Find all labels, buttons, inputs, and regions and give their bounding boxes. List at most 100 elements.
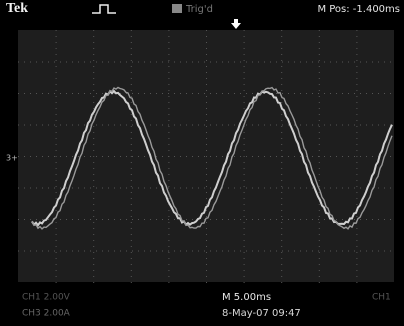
grid-dot: [319, 54, 320, 55]
grid-dot: [156, 62, 157, 63]
grid-dot: [319, 60, 320, 61]
grid-dot: [264, 125, 265, 126]
grid-dot: [168, 258, 169, 259]
grid-dot: [56, 150, 57, 151]
grid-dot: [96, 219, 97, 220]
grid-dot: [48, 156, 49, 157]
grid-dot: [174, 62, 175, 63]
grid-dot: [30, 219, 31, 220]
grid-dot: [348, 62, 349, 63]
grid-dot: [60, 188, 61, 189]
grid-dot: [93, 180, 94, 181]
grid-dot: [93, 222, 94, 223]
grid-dot: [384, 219, 385, 220]
grid-dot: [210, 156, 211, 157]
grid-dot: [168, 264, 169, 265]
grid-dot: [319, 96, 320, 97]
grid-dot: [206, 222, 207, 223]
grid-dot: [281, 222, 282, 223]
grid-dot: [131, 210, 132, 211]
grid-dot: [56, 138, 57, 139]
grid-dot: [354, 219, 355, 220]
grid-dot: [330, 188, 331, 189]
grid-dot: [174, 93, 175, 94]
grid-dot: [168, 36, 169, 37]
grid-dot: [356, 252, 357, 253]
grid-dot: [174, 251, 175, 252]
grid-dot: [54, 62, 55, 63]
grid-dot: [378, 62, 379, 63]
grid-dot: [281, 78, 282, 79]
grid-dot: [264, 219, 265, 220]
grid-dot: [244, 150, 245, 151]
grid-dot: [360, 188, 361, 189]
grid-dot: [234, 156, 235, 157]
grid-dot: [131, 246, 132, 247]
grid-dot: [319, 264, 320, 265]
grid-dot: [206, 36, 207, 37]
grid-dot: [294, 62, 295, 63]
grid-dot: [204, 251, 205, 252]
grid-dot: [192, 188, 193, 189]
grid-dot: [234, 251, 235, 252]
grid-dot: [56, 276, 57, 277]
grid-dot: [168, 216, 169, 217]
grid-dot: [306, 93, 307, 94]
grid-dot: [168, 219, 169, 220]
grid-dot: [206, 180, 207, 181]
grid-dot: [168, 54, 169, 55]
grid-dot: [318, 156, 319, 157]
grid-dot: [42, 93, 43, 94]
grid-dot: [102, 188, 103, 189]
grid-dot: [294, 188, 295, 189]
grid-dot: [93, 66, 94, 67]
grid-dot: [206, 144, 207, 145]
grid-dot: [319, 168, 320, 169]
grid-dot: [131, 282, 132, 283]
grid-dot: [319, 282, 320, 283]
grid-dot: [372, 251, 373, 252]
grid-dot: [93, 42, 94, 43]
grid-dot: [246, 188, 247, 189]
grid-dot: [168, 66, 169, 67]
grid-dot: [306, 251, 307, 252]
grid-dot: [244, 54, 245, 55]
grid-dot: [120, 188, 121, 189]
grid-dot: [168, 102, 169, 103]
grid-dot: [206, 108, 207, 109]
grid-dot: [131, 102, 132, 103]
grid-dot: [222, 156, 223, 157]
grid-dot: [276, 251, 277, 252]
grid-dot: [354, 125, 355, 126]
grid-dot: [342, 93, 343, 94]
grid-dot: [102, 125, 103, 126]
grid-dot: [126, 219, 127, 220]
grid-dot: [192, 125, 193, 126]
grid-dot: [276, 219, 277, 220]
grid-dot: [366, 93, 367, 94]
grid-dot: [306, 219, 307, 220]
grid-dot: [114, 251, 115, 252]
grid-dot: [93, 150, 94, 151]
grid-dot: [120, 62, 121, 63]
grid-dot: [168, 228, 169, 229]
grid-dot: [378, 188, 379, 189]
grid-dot: [150, 93, 151, 94]
grid-dot: [319, 114, 320, 115]
grid-dot: [156, 251, 157, 252]
grid-dot: [168, 48, 169, 49]
trigger-box: [172, 4, 182, 13]
grid-dot: [30, 125, 31, 126]
grid-dot: [252, 125, 253, 126]
grid-dot: [144, 93, 145, 94]
grid-dot: [93, 210, 94, 211]
trigger-position-stem: [234, 19, 238, 24]
grid-dot: [244, 258, 245, 259]
grid-dot: [270, 219, 271, 220]
grid-dot: [168, 251, 169, 252]
grid-dot: [36, 125, 37, 126]
grid-dot: [270, 156, 271, 157]
grid-dot: [84, 219, 85, 220]
grid-dot: [216, 219, 217, 220]
grid-dot: [244, 168, 245, 169]
